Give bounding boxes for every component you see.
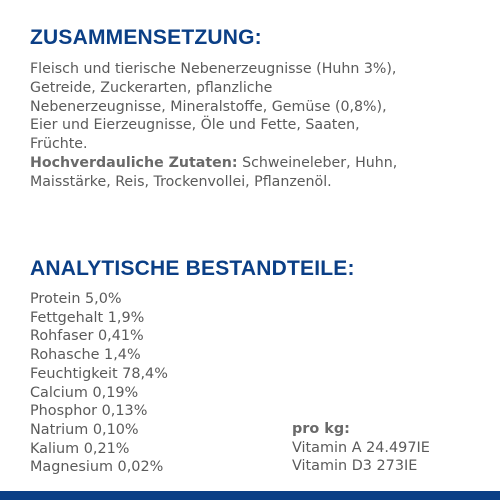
composition-heading: ZUSAMMENSETZUNG:	[30, 26, 262, 49]
analytical-heading: ANALYTISCHE BESTANDTEILE:	[30, 257, 355, 280]
vitamin-item: Vitamin D3 273IE	[292, 458, 418, 475]
per-kg-label: pro kg:	[292, 421, 350, 437]
composition-line: Getreide, Zuckerarten, pflanzliche	[30, 79, 273, 96]
vitamin-item: Vitamin A 24.497IE	[292, 439, 430, 456]
analytical-item: Phosphor 0,13%	[30, 403, 148, 420]
analytical-item: Feuchtigkeit 78,4%	[30, 365, 168, 382]
analytical-item: Magnesium 0,02%	[30, 459, 164, 476]
per-kg-block: pro kg: Vitamin A 24.497IE Vitamin D3 27…	[292, 420, 430, 476]
analytical-item: Rohfaser 0,41%	[30, 328, 144, 345]
analytical-item: Natrium 0,10%	[30, 421, 139, 438]
digestible-text: Schweineleber, Huhn,	[237, 154, 398, 171]
composition-line: Fleisch und tierische Nebenerzeugnisse (…	[30, 61, 397, 77]
analytical-item: Calcium 0,19%	[30, 384, 139, 401]
bottom-accent-bar	[0, 491, 500, 500]
digestible-label: Hochverdauliche Zutaten:	[30, 154, 238, 171]
composition-line: Früchte.	[30, 136, 88, 153]
analytical-item: Rohasche 1,4%	[30, 347, 141, 364]
composition-line: Eier und Eierzeugnisse, Öle und Fette, S…	[30, 117, 360, 134]
analytical-item: Protein 5,0%	[30, 291, 122, 307]
digestible-line-2: Maisstärke, Reis, Trockenvollei, Pflanze…	[30, 173, 332, 190]
digestible-line: Hochverdauliche Zutaten: Schweineleber, …	[30, 154, 490, 173]
composition-line: Nebenerzeugnisse, Mineralstoffe, Gemüse …	[30, 98, 387, 115]
composition-text: Fleisch und tierische Nebenerzeugnisse (…	[30, 60, 490, 192]
analytical-item: Kalium 0,21%	[30, 440, 130, 457]
analytical-item: Fettgehalt 1,9%	[30, 309, 145, 326]
analytical-list: Protein 5,0% Fettgehalt 1,9% Rohfaser 0,…	[30, 290, 168, 477]
